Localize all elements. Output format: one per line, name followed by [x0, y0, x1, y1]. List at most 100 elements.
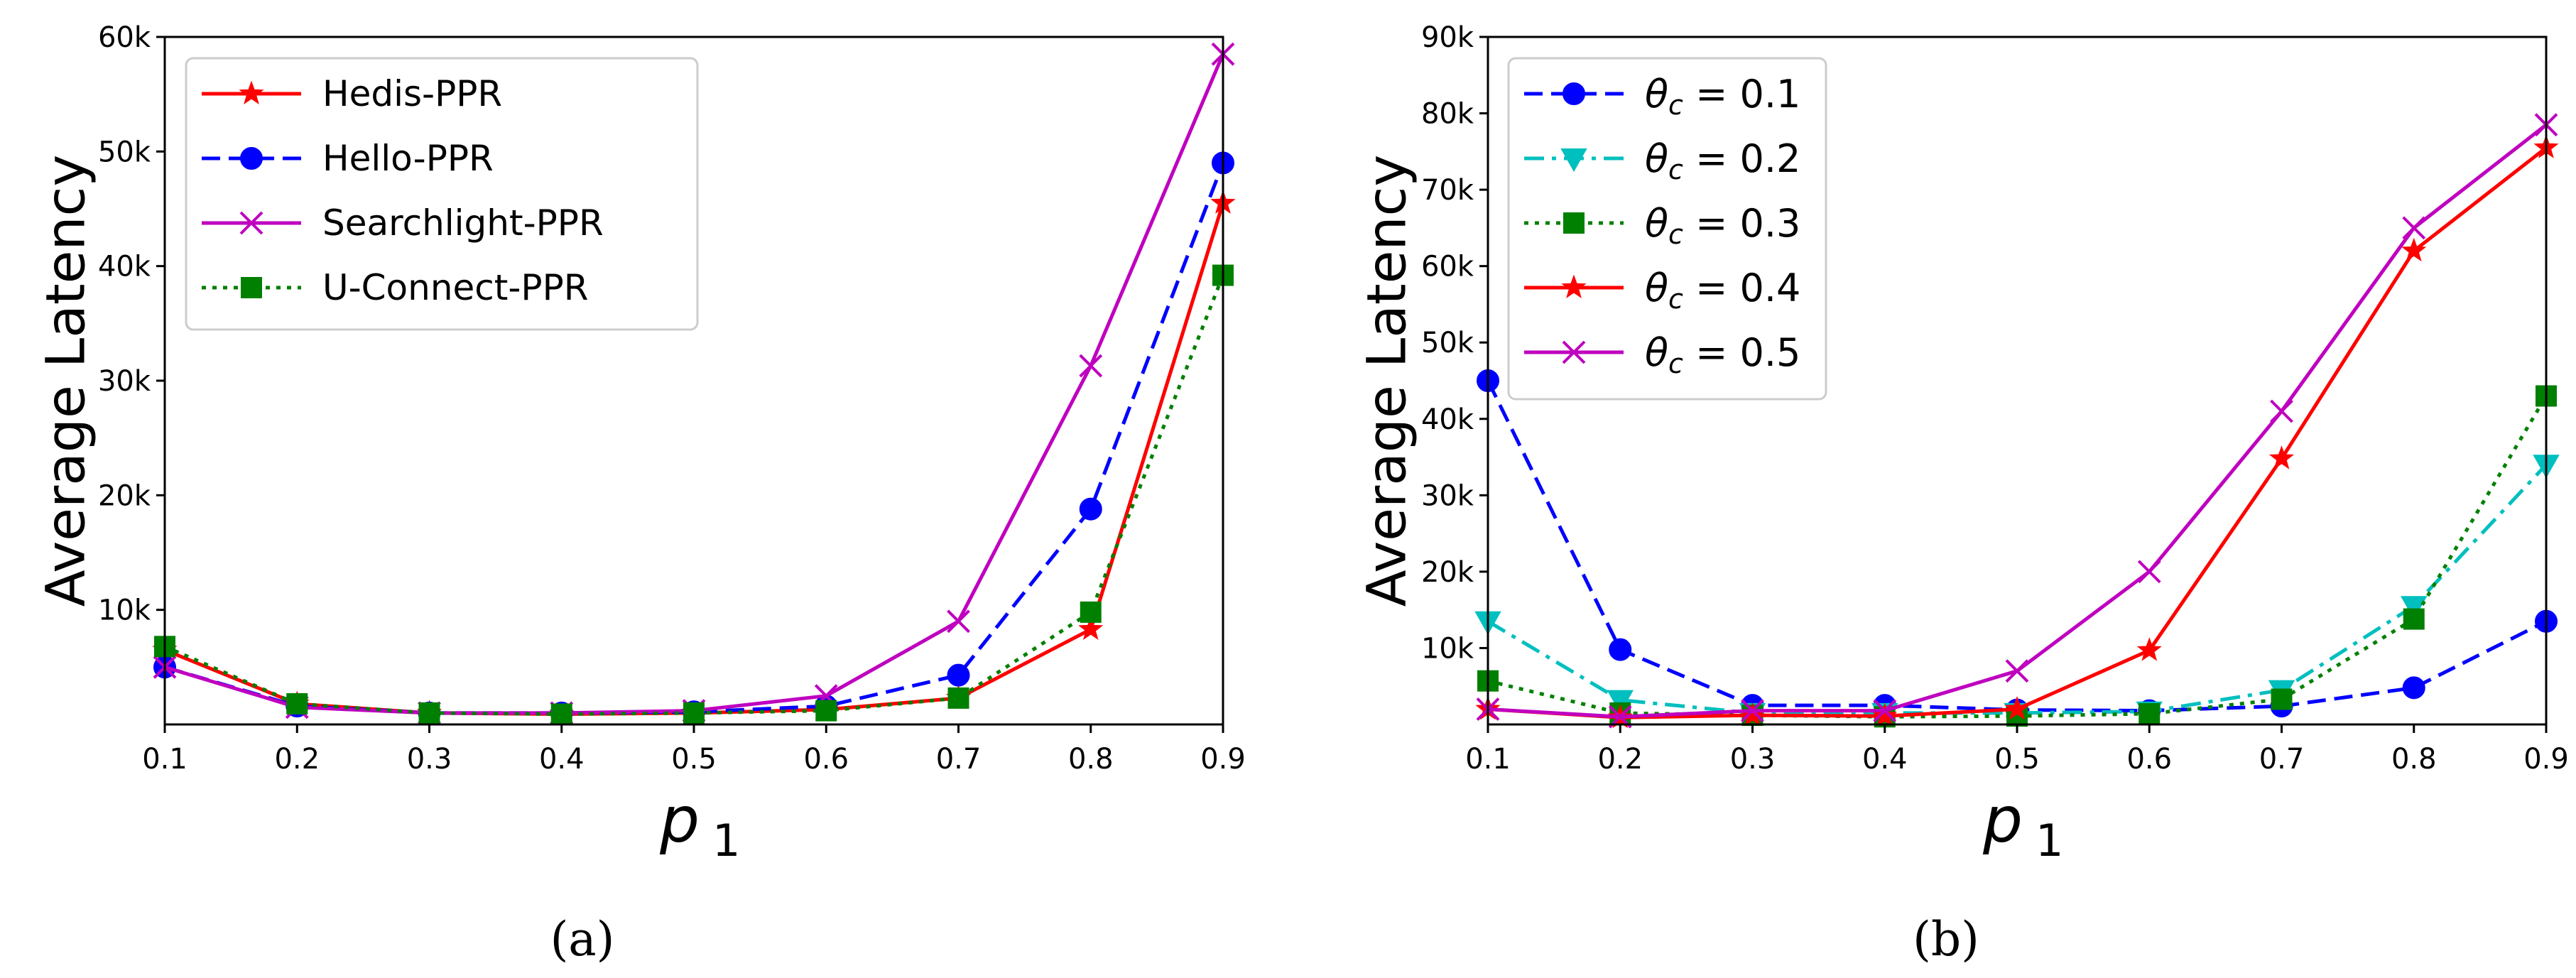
legend-box: [1507, 57, 1827, 401]
data-point: [683, 702, 705, 724]
series-line-0: [1486, 379, 2548, 713]
data-point: [947, 609, 970, 634]
data-point: [2402, 676, 2425, 700]
y-tick-label: 30k: [98, 365, 151, 398]
legend-box: [185, 57, 699, 331]
series-line-2: [1487, 395, 2548, 719]
data-point: [1873, 699, 1897, 723]
legend-swatch-marker: [239, 80, 264, 104]
x-tick-label: 0.9: [1200, 743, 1246, 776]
data-point: [2136, 637, 2162, 661]
data-point: [1607, 690, 1634, 714]
y-axis-label: Average Latency: [34, 155, 97, 607]
legend-label: θc = 0.3: [1645, 201, 1800, 250]
data-point: [947, 687, 969, 709]
data-point: [2401, 596, 2428, 620]
data-point: [286, 692, 308, 715]
series-2: [1477, 385, 2557, 728]
series-line-1: [1487, 463, 2548, 715]
x-axis-label-subscript: 1: [712, 815, 740, 866]
legend-label: Hedis-PPR: [322, 73, 502, 114]
y-axis-label: Average Latency: [1355, 155, 1418, 607]
legend-swatch-marker: [1563, 82, 1585, 105]
legend-label: Searchlight-PPR: [322, 202, 604, 244]
x-tick-label: 0.8: [1068, 743, 1114, 776]
data-point: [1609, 638, 1632, 661]
y-tick-label: 80k: [1421, 98, 1474, 131]
y-tick-label: 70k: [1421, 174, 1474, 207]
data-point: [2271, 688, 2293, 710]
legend-swatch-marker: [1563, 212, 1585, 234]
x-tick-label: 0.8: [2391, 743, 2437, 776]
legend-swatch-marker: [1561, 274, 1587, 298]
data-point: [2270, 399, 2293, 423]
data-point: [1079, 497, 1102, 521]
y-tick-label: 60k: [98, 21, 151, 54]
legend-label: Hello-PPR: [322, 138, 494, 179]
panel-caption: (b): [1913, 912, 1979, 967]
x-tick-label: 0.3: [1730, 743, 1776, 776]
y-tick-label: 10k: [98, 594, 151, 627]
data-point: [2138, 702, 2161, 724]
x-tick-label: 0.6: [803, 743, 849, 776]
series-line-1: [164, 162, 1225, 715]
legend: Hedis-PPR Hello-PPR Searchlight-PPR U-Conne…: [185, 57, 699, 331]
x-tick-label: 0.4: [539, 743, 585, 776]
y-tick-label: 20k: [98, 479, 151, 512]
x-tick-label: 0.2: [1597, 743, 1643, 776]
x-tick-label: 0.7: [936, 743, 982, 776]
panel-caption: (a): [550, 912, 615, 967]
legend-swatch-marker: [240, 147, 263, 170]
x-tick-label: 0.2: [274, 743, 320, 776]
legend-swatch-marker: [1562, 340, 1586, 364]
legend-swatch-marker: [239, 211, 263, 235]
x-tick-label: 0.3: [407, 743, 452, 776]
chart-panel-a: 0.1 0.2 0.3 0.4 0.5 0.6 0.7 0.8 0.9 10k 20k 30k 40k 5…: [34, 21, 1246, 967]
legend-label: θc = 0.2: [1645, 136, 1800, 185]
x-tick-label: 0.5: [671, 743, 717, 776]
x-tick-label: 0.6: [2126, 743, 2172, 776]
y-tick-label: 10k: [1421, 632, 1474, 665]
y-tick-label: 30k: [1421, 479, 1474, 512]
data-point: [1078, 616, 1104, 640]
x-axis-label-subscript: 1: [2036, 815, 2063, 866]
legend-swatch-marker: [1560, 148, 1587, 173]
y-tick-label: 20k: [1421, 556, 1474, 589]
series-line-3: [164, 274, 1225, 716]
data-point: [1079, 354, 1103, 378]
y-tick-label: 40k: [1421, 403, 1474, 436]
chart-panel-b: 0.1 0.2 0.3 0.4 0.5 0.6 0.7 0.8 0.9 10k 20k 30k 40k 5…: [1355, 21, 2569, 967]
data-point: [1741, 699, 1764, 723]
x-tick-label: 0.1: [142, 743, 188, 776]
y-tick-label: 90k: [1421, 21, 1474, 54]
data-point: [2004, 696, 2030, 720]
legend: θc = 0.1 θc = 0.2 θc = 0.3 θc = 0.4 θc = 0.5: [1507, 57, 1827, 401]
x-tick-label: 0.4: [1862, 743, 1908, 776]
legend-label: U-Connect-PPR: [322, 267, 588, 308]
series-1: [1474, 455, 2560, 727]
data-point: [418, 702, 440, 724]
x-axis-label: p: [1982, 783, 2023, 857]
x-tick-label: 0.7: [2259, 743, 2305, 776]
series-3: [154, 264, 1234, 725]
data-point: [815, 700, 837, 722]
legend-swatch-marker: [241, 277, 262, 298]
x-tick-label: 0.9: [2523, 743, 2569, 776]
data-point: [2268, 445, 2295, 469]
data-point: [2005, 659, 2029, 683]
data-point: [2403, 608, 2425, 630]
data-point: [2401, 237, 2427, 262]
y-tick-label: 50k: [1421, 327, 1474, 359]
y-tick-label: 40k: [98, 251, 151, 283]
data-point: [2402, 216, 2426, 240]
x-tick-label: 0.1: [1465, 743, 1511, 776]
x-tick-label: 0.5: [1994, 743, 2040, 776]
data-point: [1080, 601, 1102, 623]
series-0: [1477, 369, 2558, 722]
legend-label: θc = 0.5: [1645, 330, 1800, 379]
legend-label: θc = 0.1: [1645, 72, 1800, 121]
data-point: [947, 663, 970, 687]
data-point: [2137, 560, 2161, 584]
x-axis-label: p: [659, 783, 700, 857]
